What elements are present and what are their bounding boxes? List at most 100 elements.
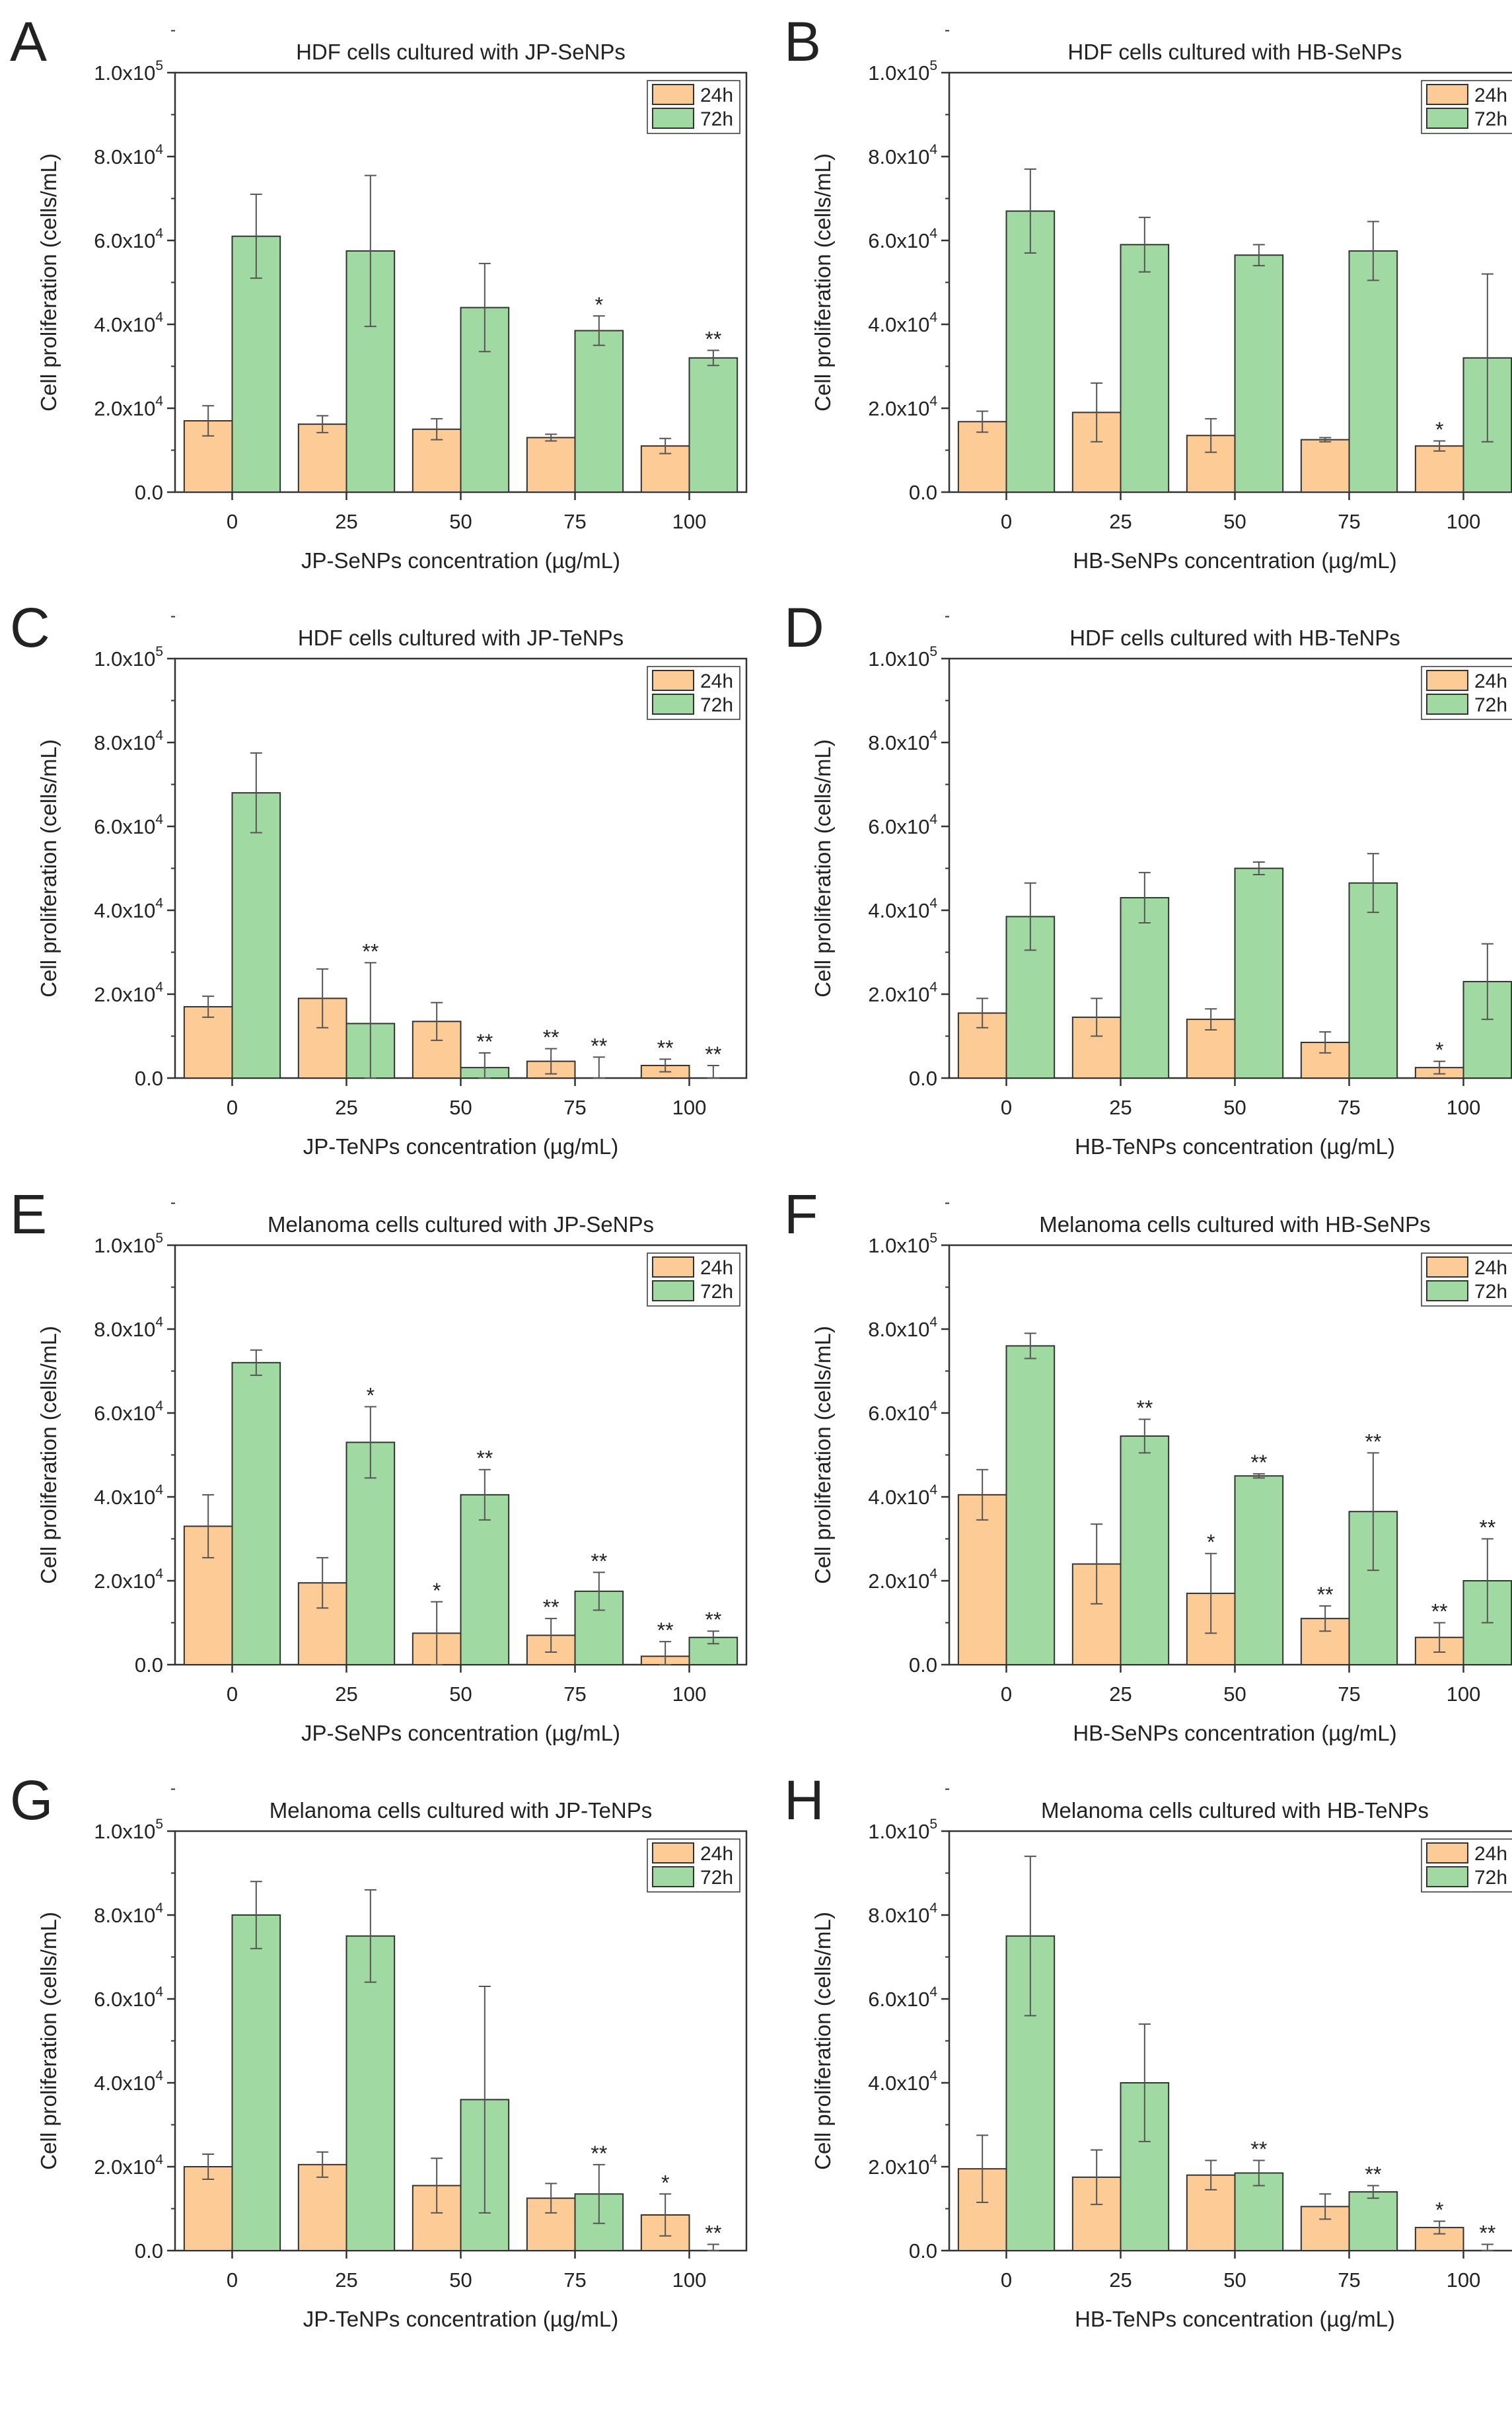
bar-24h (183, 2166, 233, 2251)
y-tick-label: 1.0x105 (868, 58, 937, 85)
y-tick-exponent: 4 (155, 812, 163, 827)
bar-24h (957, 421, 1007, 493)
significance-mark: ** (657, 1036, 674, 1060)
legend-label: 72h (1474, 108, 1507, 130)
bar-72h (688, 357, 738, 493)
panel-b: B HDF cells cultured with HB-SeNPs 0.0 2.0x… (784, 11, 1512, 573)
y-tick-mantissa: 6.0x10 (94, 1402, 155, 1425)
y-tick-mantissa: 0.0 (135, 1653, 163, 1677)
x-tick-label: 75 (563, 2268, 586, 2292)
y-tick-mantissa: 8.0x10 (868, 1904, 929, 1927)
panel-c: C HDF cells cultured with JP-TeNPs 0.0 2.0x… (10, 597, 748, 1159)
significance-mark: * (661, 2171, 669, 2194)
y-tick-label: 0.0 (909, 1653, 937, 1677)
y-tick-label: 0.0 (135, 1653, 163, 1677)
y-tick-mantissa: 1.0x10 (94, 647, 155, 670)
y-tick-label: 8.0x104 (94, 1315, 163, 1341)
legend-label: 72h (1474, 1867, 1507, 1889)
panel-letter: E (10, 1183, 47, 1245)
bar-72h (231, 1914, 281, 2251)
y-tick-mantissa: 8.0x10 (94, 731, 155, 754)
x-tick-label: 100 (1447, 2268, 1481, 2292)
x-tick-label: 100 (1447, 1683, 1481, 1706)
y-tick-exponent: 5 (155, 1231, 163, 1246)
y-tick-exponent: 5 (929, 1231, 937, 1246)
y-tick-label: 6.0x104 (94, 226, 163, 252)
y-tick-mantissa: 1.0x10 (868, 1820, 929, 1843)
significance-mark: ** (1479, 2221, 1495, 2245)
x-tick-label: 100 (672, 510, 707, 533)
legend-label: 24h (700, 670, 733, 692)
chart-title: Melanoma cells cultured with HB-TeNPs (1041, 1798, 1429, 1823)
y-tick-label: 1.0x105 (94, 644, 163, 670)
panel-letter: H (784, 1769, 824, 1831)
bar-72h (231, 1361, 281, 1666)
y-tick-exponent: 4 (155, 2152, 163, 2167)
x-axis-label: HB-SeNPs concentration (µg/mL) (1073, 548, 1396, 573)
y-tick-label: 1.0x105 (94, 1817, 163, 1843)
x-axis-label: JP-TeNPs concentration (µg/mL) (303, 1134, 619, 1159)
x-tick-label: 0 (227, 2268, 238, 2292)
y-tick-mantissa: 8.0x10 (868, 731, 929, 754)
y-axis-label: Cell proliferation (cells/mL) (36, 1326, 61, 1584)
legend-swatch-72h (1426, 1866, 1468, 1887)
y-tick-mantissa: 8.0x10 (94, 1318, 155, 1341)
x-tick-label: 0 (227, 510, 238, 533)
y-tick-label: 2.0x104 (94, 980, 163, 1006)
y-tick-label: 2.0x104 (94, 394, 163, 420)
y-tick-exponent: 4 (155, 896, 163, 911)
y-tick-exponent: 4 (155, 142, 163, 157)
significance-mark: ** (705, 2221, 721, 2245)
bar-72h (231, 792, 281, 1079)
y-tick-exponent: 4 (929, 2152, 937, 2167)
y-tick-label: 0.0 (135, 2239, 163, 2262)
x-tick-label: 25 (1109, 1096, 1132, 1119)
y-tick-label: 8.0x104 (868, 1900, 937, 1927)
legend-swatch-72h (1426, 1280, 1468, 1301)
bar-24h (183, 1006, 233, 1079)
x-tick-label: 0 (227, 1096, 238, 1119)
x-tick-label: 50 (1223, 1683, 1246, 1706)
y-tick-label: 4.0x104 (868, 1482, 937, 1509)
y-tick-mantissa: 4.0x10 (94, 899, 155, 922)
x-tick-label: 75 (1338, 1683, 1360, 1706)
y-tick-exponent: 4 (929, 310, 937, 325)
y-tick-exponent: 5 (929, 58, 937, 73)
x-tick-label: 100 (1447, 510, 1481, 533)
y-tick-label: 6.0x104 (94, 1984, 163, 2011)
panel-letter: C (10, 597, 50, 659)
y-tick-mantissa: 8.0x10 (868, 145, 929, 168)
y-tick-mantissa: 8.0x10 (94, 1904, 155, 1927)
bar-24h (1300, 439, 1350, 493)
y-tick-exponent: 4 (929, 142, 937, 157)
significance-mark: * (1435, 1038, 1443, 1062)
significance-mark: ** (543, 1026, 559, 1050)
y-tick-label: 8.0x104 (868, 728, 937, 754)
x-tick-label: 50 (449, 2268, 472, 2292)
legend-swatch-24h (652, 1842, 694, 1864)
y-axis-label: Cell proliferation (cells/mL) (810, 1912, 835, 2170)
y-tick-mantissa: 0.0 (909, 2239, 937, 2262)
y-tick-exponent: 4 (155, 1482, 163, 1498)
y-tick-exponent: 4 (929, 980, 937, 995)
chart-title: HDF cells cultured with HB-SeNPs (1067, 40, 1402, 64)
legend-swatch-24h (1426, 1842, 1468, 1864)
significance-mark: ** (1136, 1396, 1153, 1420)
y-tick-mantissa: 2.0x10 (868, 397, 929, 420)
significance-mark: ** (657, 1618, 674, 1642)
legend-swatch-24h (1426, 84, 1468, 105)
legend-swatch-72h (652, 694, 694, 715)
legend-label: 72h (700, 694, 733, 716)
y-tick-mantissa: 6.0x10 (94, 1988, 155, 2011)
bar-24h (1414, 445, 1464, 493)
significance-mark: ** (591, 2142, 607, 2165)
panel-h: H Melanoma cells cultured with HB-TeNPs 0.… (784, 1769, 1512, 2331)
significance-mark: ** (476, 1030, 493, 1054)
legend-label: 72h (700, 1867, 733, 1889)
y-tick-exponent: 4 (155, 226, 163, 241)
y-tick-label: 8.0x104 (94, 142, 163, 168)
significance-mark: * (1435, 2198, 1443, 2222)
y-tick-label: 1.0x105 (868, 1817, 937, 1843)
